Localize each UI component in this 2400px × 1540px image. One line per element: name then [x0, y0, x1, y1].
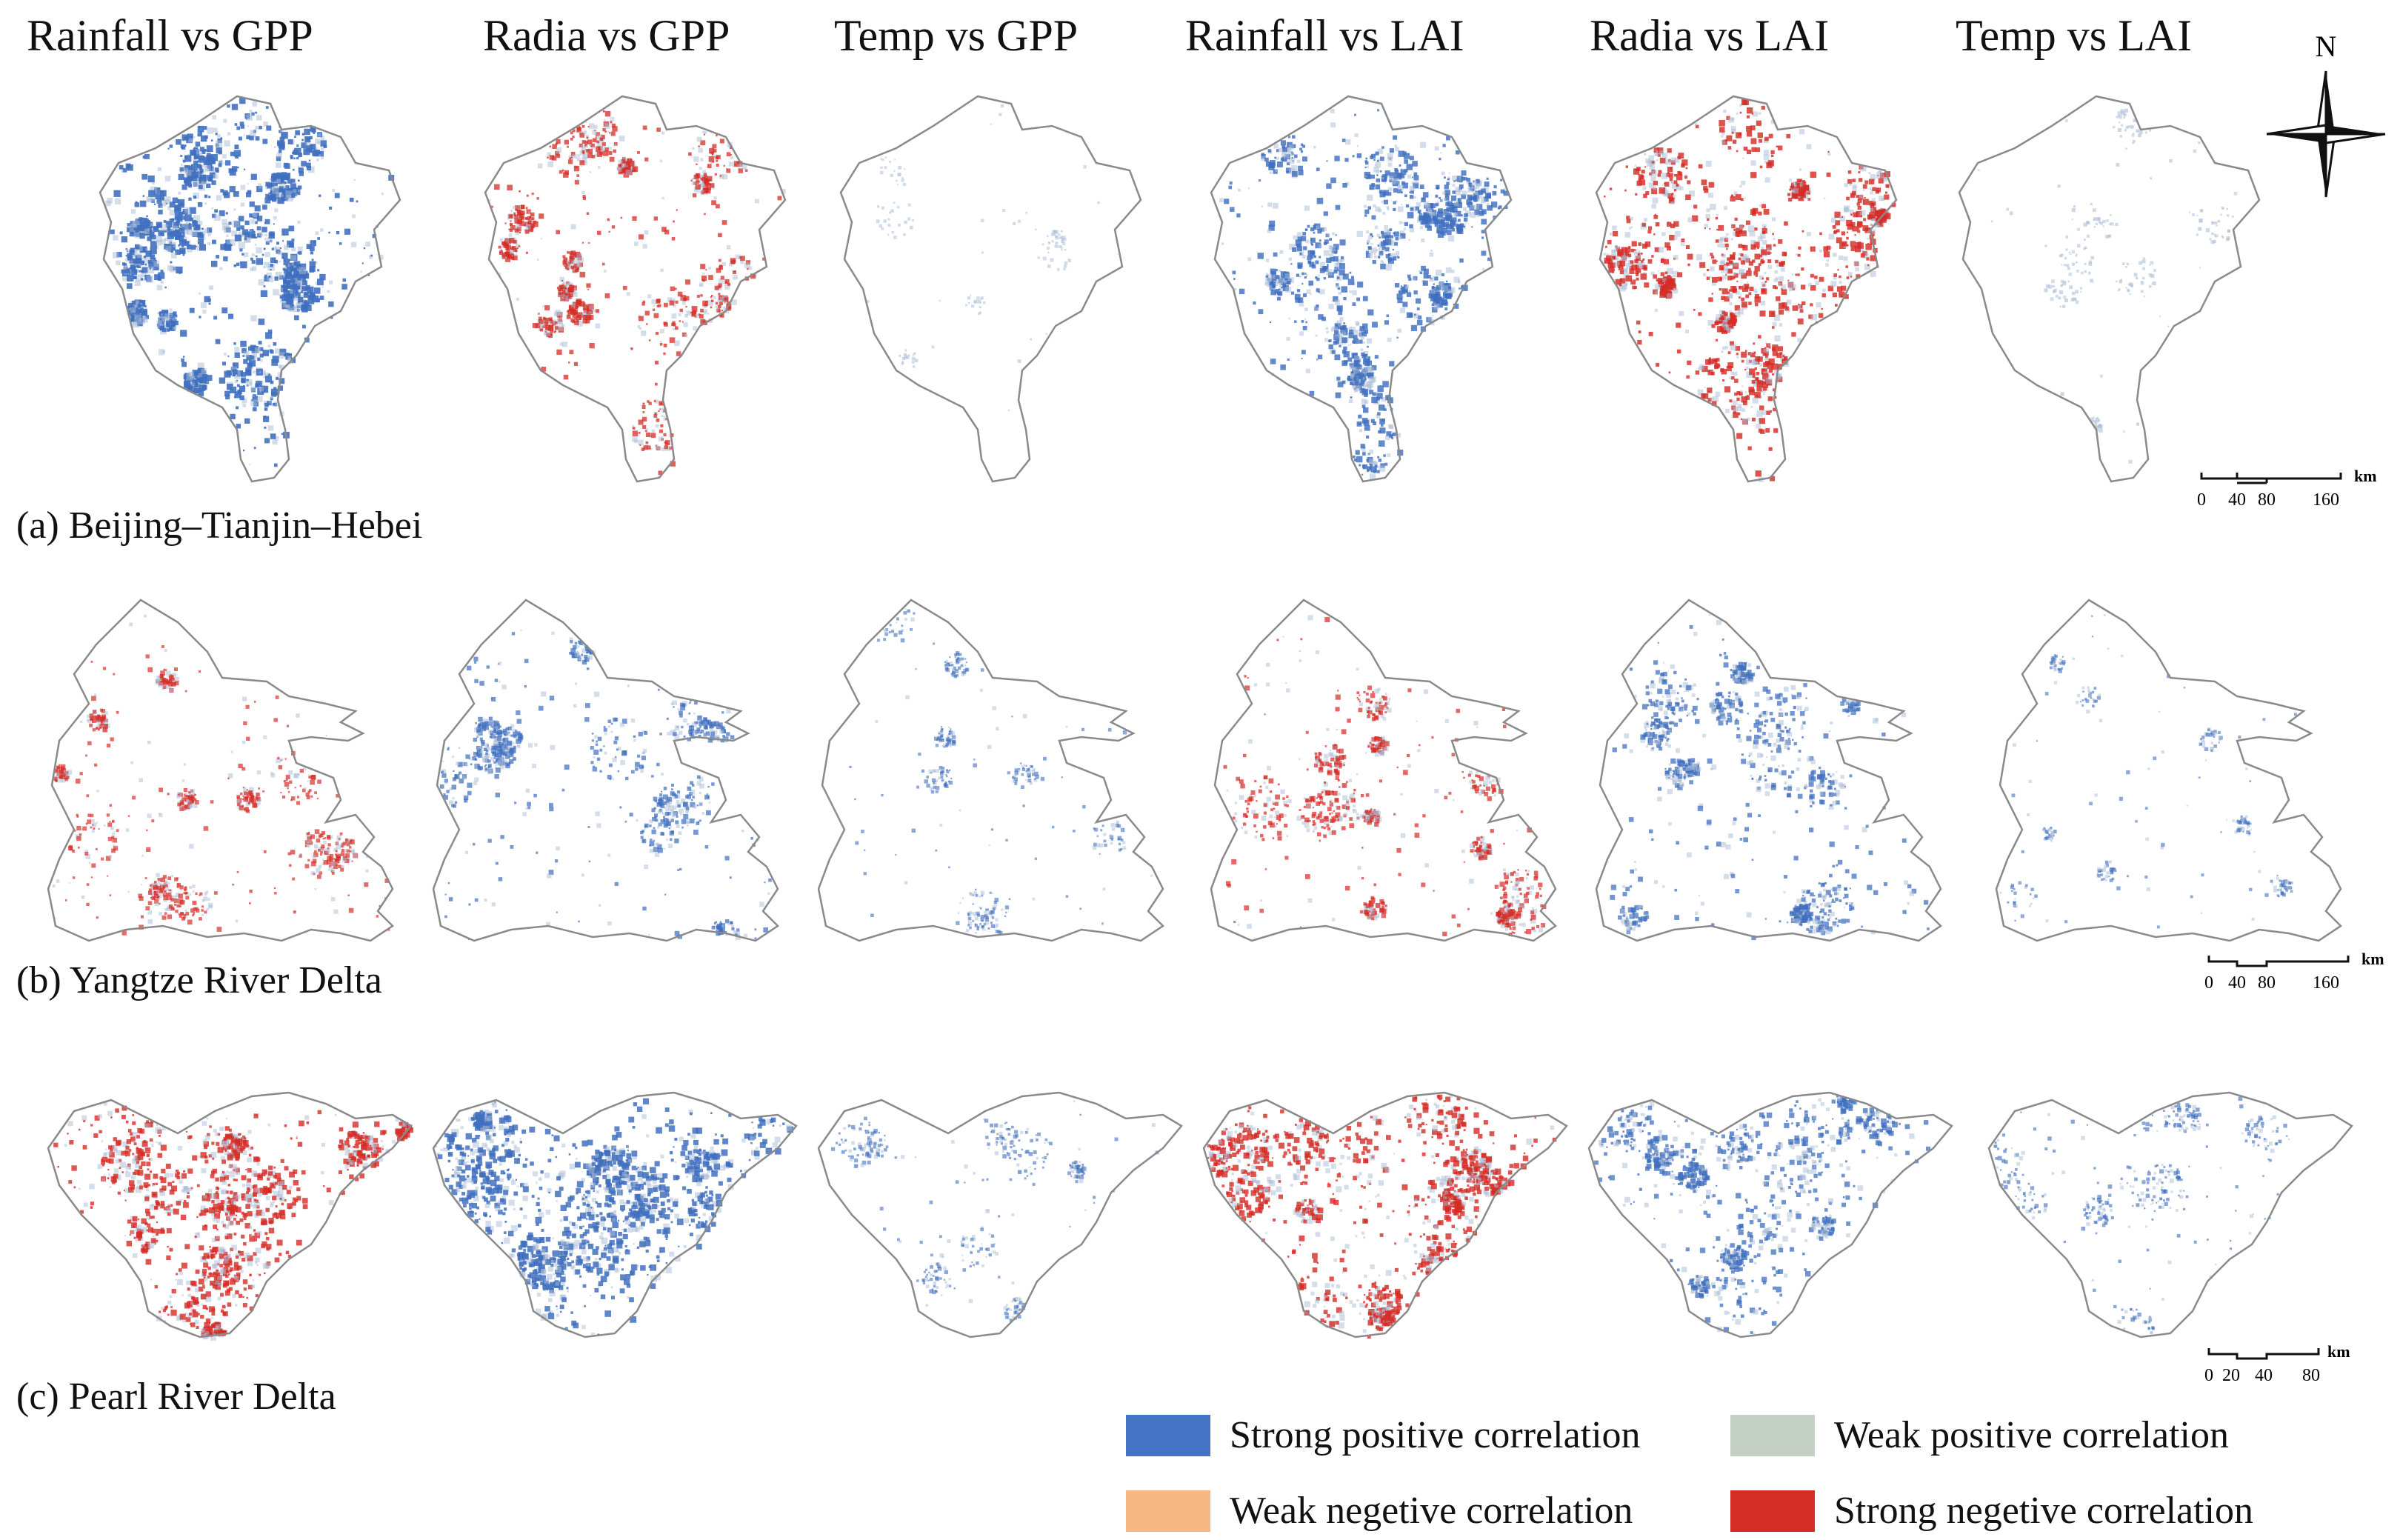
map-c-rainfall-lai: [1202, 1091, 1568, 1339]
north-label: N: [2316, 30, 2337, 63]
scale-b-tick-3: 160: [2313, 973, 2339, 993]
legend-swatch-strong-positive: [1126, 1414, 1210, 1456]
map-b-temp-lai: [1995, 599, 2342, 942]
map-c-radia-lai: [1587, 1091, 1953, 1339]
region-outline: [432, 1091, 798, 1339]
correlation-pixels: [849, 607, 1153, 939]
scale-c-unit: km: [2327, 1342, 2350, 1361]
column-title-temp-lai: Temp vs LAI: [1956, 11, 2193, 60]
column-title-radia-lai: Radia vs LAI: [1590, 11, 1830, 60]
row-label-yangtze-river-delta: (b) Yangtze River Delta: [16, 959, 382, 1001]
legend-swatch-strong-negative: [1730, 1490, 1815, 1532]
region-outline: [432, 599, 779, 942]
map-a-rainfall-gpp: [99, 95, 401, 483]
region-outline: [817, 1091, 1183, 1339]
legend-item-strong-negative: Strong negetive correlation: [1730, 1489, 2253, 1533]
scale-c-tick-2: 40: [2255, 1366, 2273, 1385]
correlation-pixels: [52, 614, 390, 936]
correlation-pixels: [1978, 108, 2238, 464]
map-a-rainfall-lai: [1210, 95, 1513, 483]
region-outline: [1995, 599, 2342, 942]
correlation-pixels: [1207, 1094, 1557, 1339]
legend-swatch-weak-positive: [1730, 1414, 1815, 1456]
legend-label-weak-negative: Weak negetive correlation: [1230, 1490, 1633, 1532]
legend-label-strong-negative: Strong negetive correlation: [1834, 1490, 2254, 1532]
map-b-temp-gpp: [817, 599, 1164, 942]
scale-a-tick-2: 80: [2258, 490, 2276, 510]
legend-item-weak-negative: Weak negetive correlation: [1126, 1489, 1633, 1533]
scale-a-tick-1: 40: [2228, 490, 2246, 510]
map-c-radia-gpp: [432, 1091, 798, 1339]
map-a-temp-lai: [1958, 95, 2261, 483]
scale-b-tick-2: 80: [2258, 973, 2276, 993]
scale-bar-c: km 0 20 40 80: [2204, 1342, 2350, 1385]
correlation-pixels: [1219, 108, 1509, 480]
scale-c-tick-1: 20: [2222, 1366, 2240, 1385]
region-outline: [1595, 95, 1898, 483]
region-outline: [1210, 599, 1557, 942]
legend-item-weak-positive: Weak positive correlation: [1730, 1413, 2229, 1457]
legend-label-weak-positive: Weak positive correlation: [1834, 1414, 2229, 1456]
region-outline: [484, 95, 787, 483]
legend-label-strong-positive: Strong positive correlation: [1230, 1414, 1641, 1456]
correlation-pixels: [1223, 615, 1547, 937]
map-c-temp-lai: [1987, 1091, 2353, 1339]
region-outline: [817, 599, 1164, 942]
map-b-radia-gpp: [432, 599, 779, 942]
scale-c-tick-0: 0: [2204, 1366, 2213, 1385]
correlation-pixels: [53, 1102, 413, 1341]
correlation-pixels: [1999, 614, 2297, 929]
region-outline: [1202, 1091, 1568, 1339]
correlation-pixels: [866, 104, 1100, 412]
region-outline: [839, 95, 1142, 483]
scale-b-tick-1: 40: [2228, 973, 2246, 993]
map-c-temp-gpp: [817, 1091, 1183, 1339]
north-arrow-icon: N: [2266, 30, 2386, 198]
scale-b-unit: km: [2361, 950, 2384, 968]
correlation-pixels: [1594, 1095, 1930, 1335]
correlation-pixels: [1993, 1096, 2290, 1335]
region-outline: [1958, 95, 2261, 483]
correlation-pixels: [439, 629, 772, 940]
scale-bar-a: km 0 40 80 160: [2197, 467, 2377, 510]
row-label-beijing-tianjin-hebei: (a) Beijing–Tianjin–Hebei: [16, 504, 423, 547]
scale-a-tick-3: 160: [2313, 490, 2339, 510]
region-outline: [1210, 95, 1513, 483]
column-title-rainfall-lai: Rainfall vs LAI: [1185, 11, 1464, 60]
row-label-pearl-river-delta: (c) Pearl River Delta: [16, 1376, 336, 1418]
region-outline: [99, 95, 401, 483]
region-outline: [1987, 1091, 2353, 1339]
correlation-pixels: [1610, 614, 1930, 941]
scale-a-unit: km: [2354, 467, 2377, 485]
scale-c-tick-3: 80: [2302, 1366, 2320, 1385]
map-b-rainfall-lai: [1210, 599, 1557, 942]
map-a-radia-gpp: [484, 95, 787, 483]
region-outline: [1595, 599, 1942, 942]
correlation-pixels: [489, 110, 786, 478]
region-outline: [1587, 1091, 1953, 1339]
map-a-radia-lai: [1595, 95, 1898, 483]
map-b-radia-lai: [1595, 599, 1942, 942]
correlation-pixels: [1603, 99, 1896, 482]
legend-swatch-weak-negative: [1126, 1490, 1210, 1532]
column-title-rainfall-gpp: Rainfall vs GPP: [27, 11, 313, 60]
legend-item-strong-positive: Strong positive correlation: [1126, 1413, 1641, 1457]
map-a-temp-gpp: [839, 95, 1142, 483]
correlation-pixels: [435, 1098, 794, 1337]
map-c-rainfall-gpp: [47, 1091, 413, 1341]
region-outline: [47, 1091, 413, 1339]
column-title-temp-gpp: Temp vs GPP: [834, 11, 1079, 60]
correlation-pixels: [831, 1100, 1159, 1322]
map-b-rainfall-gpp: [47, 599, 394, 942]
region-outline: [47, 599, 394, 942]
scale-b-tick-0: 0: [2204, 973, 2213, 993]
scale-bar-b: km 0 40 80 160: [2204, 950, 2384, 993]
column-title-radia-gpp: Radia vs GPP: [483, 11, 730, 60]
scale-a-tick-0: 0: [2197, 490, 2206, 510]
